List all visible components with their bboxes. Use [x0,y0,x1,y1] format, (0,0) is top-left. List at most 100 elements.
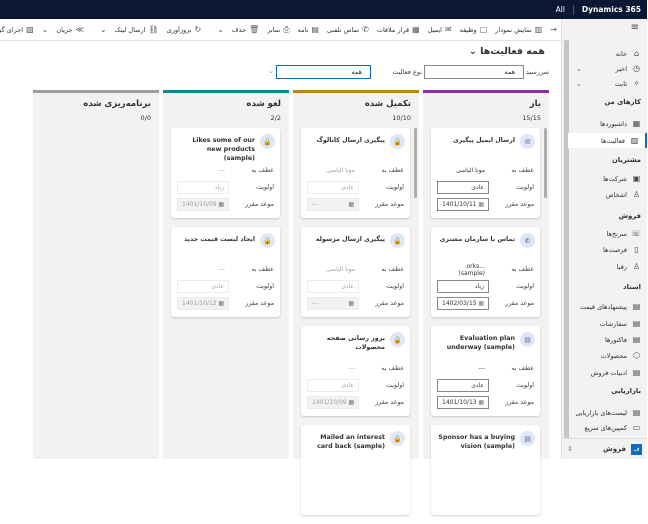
calendar-icon[interactable]: ▦ [479,399,485,406]
sidebar-item-label: ادبیات فروش [591,368,628,377]
kanban-column: باز 15/15 ✉ ارسال ایمیل پیگیری عطف به مونا ال… [424,90,550,515]
command-calendar[interactable]: ▦ قرار ملاقات [378,25,421,34]
command-label: نامه [298,25,310,34]
activity-card[interactable]: 🔒 پیگیری ارسال کاتالوگ عطف به مونا الیاسی او… [302,128,411,218]
due-date-field-value[interactable]: 1401/10/13 ▦ [438,396,490,409]
chevron-down-icon[interactable]: ⌄ [577,79,583,88]
sidebar-item-pin[interactable]: ✧ ثابت ⌄ [569,76,648,91]
sidebar-item-dashboard[interactable]: ▦ داشبوردها [569,116,648,131]
hamburger-menu-icon[interactable]: ≡ [631,22,640,33]
activity-card[interactable]: 🔒 ایجاد لیست قیمت جدید عطف به --- اولویت عادی… [172,227,281,317]
command-phone[interactable]: ✆ تماس تلفنی [328,25,370,34]
activity-card[interactable]: 🔒 Likes some of our new products (sample)… [172,128,281,218]
command-link[interactable]: ⛓ ارسال لینک [116,25,160,34]
sidebar-item-products[interactable]: ⬡ محصولات [569,348,648,363]
column-scrollbar[interactable] [545,128,548,198]
invoices-icon: ▤ [633,335,642,344]
card-title[interactable]: ارسال ایمیل پیگیری [454,137,516,144]
card-title[interactable]: Evaluation plan underway (sample) [447,335,516,351]
column-title: لغو شده [247,99,282,109]
sidebar-item-opportunities[interactable]: ▯ فرصت‌ها [569,242,648,257]
sidebar-item-orders[interactable]: ▤ سفارشات [569,316,648,331]
command-fax[interactable]: ⎙ نمابر [268,25,290,35]
sidebar-item-sales-literature[interactable]: ▤ ادبیات فروش [569,365,648,380]
priority-field-value[interactable]: عادی [438,181,490,194]
regarding-field: عطف به مونا الیاسی [308,263,405,276]
activity-card[interactable]: 🔒 پیگیری ارسال مرسوله عطف به مونا الیاسی اول… [302,227,411,317]
card-title[interactable]: بروز رسانی صفحه محصولات [327,335,386,351]
view-selector[interactable]: همه فعالیت‌ها ⌄ [470,46,546,57]
command-refresh[interactable]: ↻ بروزآوری [168,25,203,34]
command-letter[interactable]: ▤ نامه [299,25,320,34]
sidebar-item-label: کمپین‌های سریع [585,423,628,432]
sidebar-item-home[interactable]: ⌂ خانه [569,46,648,61]
priority-field-value[interactable]: زیاد [438,280,490,293]
card-title[interactable]: پیگیری ارسال مرسوله [316,236,386,243]
scope-label[interactable]: All [556,5,566,14]
regarding-field: عطف به --- [178,164,276,177]
sidebar-item-invoices[interactable]: ▤ فاکتورها [569,332,648,347]
calendar-icon[interactable]: ▦ [479,201,485,208]
card-title[interactable]: پیگیری ارسال کاتالوگ [317,137,386,144]
command-chevron-down[interactable]: ⌄ [43,25,50,34]
app-brand[interactable]: Dynamics 365 [582,5,642,14]
due-date-field-value[interactable]: 1401/10/11 ▦ [438,198,490,211]
activity-card[interactable]: 🔒 بروز رسانی صفحه محصولات عطف به --- اولویت ع… [302,326,411,416]
sidebar-item-quick-campaigns[interactable]: ▭ کمپین‌های سریع [569,420,648,435]
field-value: زیاد [475,283,485,290]
sidebar-item-clock[interactable]: ◷ اخیر ⌄ [569,61,648,76]
command-email[interactable]: ✉ ایمیل [429,25,453,34]
sidebar-item-accounts[interactable]: ▣ شرکت‌ها [569,171,648,186]
card-title[interactable]: Mailed an interest card back (sample) [318,434,386,450]
field-label: اولویت [257,184,275,191]
lock-icon: 🔒 [261,233,276,248]
field-value: --- [313,300,320,307]
card-list: 🔒 Likes some of our new products (sample)… [172,128,281,326]
regarding-field-value: --- [438,362,490,375]
command-chart[interactable]: ▥ نمایش نمودار [496,25,543,34]
sidebar-item-contacts[interactable]: ♙ اشخاص [569,187,648,202]
command-flow[interactable]: ≫ جریان [57,25,85,34]
card-title[interactable]: تماس با سازمان مشتری [440,236,516,243]
due-date-field-value[interactable]: 1402/03/15 ▦ [438,297,490,310]
field-label: اولویت [517,283,535,290]
sidebar-item-competitors[interactable]: ♙ رقبا [569,259,648,274]
field-label: اولویت [517,184,535,191]
command-delete[interactable]: 🗑 حذف [233,25,260,34]
activity-card[interactable]: ✉ ارسال ایمیل پیگیری عطف به مونا الیاسی اولو… [432,128,541,218]
activity-type-filter-select[interactable]: همه [277,65,372,79]
sidebar-scrollbar[interactable] [565,40,570,440]
activity-card[interactable]: ▤ Sponsor has a buying vision (sample) [432,425,541,515]
card-title[interactable]: Sponsor has a buying vision (sample) [439,434,516,450]
sidebar-item-label: سفارشات [600,319,628,328]
sidebar-item-activities[interactable]: ▨ فعالیت‌ها [569,133,648,148]
area-switcher[interactable]: ف فروش ⇳ [563,438,648,459]
regarding-field-value: ...orks (sample) [438,263,490,277]
due-filter-select[interactable]: همه [425,65,525,79]
card-title[interactable]: ایجاد لیست قیمت جدید [185,236,256,243]
sidebar-item-quotes[interactable]: ▤ پیشنهادهای قیمت [569,299,648,314]
sidebar-item-marketing-lists[interactable]: ▤ لیست‌های بازاریابی [569,405,648,420]
activity-card[interactable]: ▤ Evaluation plan underway (sample) عطف به… [432,326,541,416]
priority-field-value[interactable]: عادی [438,379,490,392]
calendar-icon: ▦ [219,201,225,208]
kanban-column: تکمیل شده 10/10 🔒 پیگیری ارسال کاتالوگ عطف ب… [294,90,420,515]
regarding-field-value: --- [178,164,230,177]
sidebar-item-leads[interactable]: ☏ سرنخ‌ها [569,226,648,241]
field-label: اولویت [517,382,535,389]
calendar-icon[interactable]: ▦ [479,300,485,307]
activity-card[interactable]: 🔒 Mailed an interest card back (sample) [302,425,411,515]
column-scrollbar[interactable] [415,128,418,198]
regarding-field-value: مونا الیاسی [308,263,360,276]
command-task[interactable]: ▢ وظیفه [461,25,489,34]
regarding-field: عطف به --- [308,362,406,375]
chevron-down-icon[interactable]: ⌄ [577,64,583,73]
command-report[interactable]: ▧اجرای گزارش [0,25,35,34]
command-chevron-down[interactable]: ⌄ [218,25,225,34]
card-title[interactable]: Likes some of our new products (sample) [193,137,256,162]
command-arrow[interactable]: → [551,25,558,34]
regarding-field: عطف به مونا الیاسی [438,164,535,177]
activity-card[interactable]: ✆ تماس با سازمان مشتری عطف به ...orks (samp… [432,227,541,317]
regarding-field: عطف به مونا الیاسی [308,164,405,177]
command-chevron-down[interactable]: ⌄ [101,25,108,34]
